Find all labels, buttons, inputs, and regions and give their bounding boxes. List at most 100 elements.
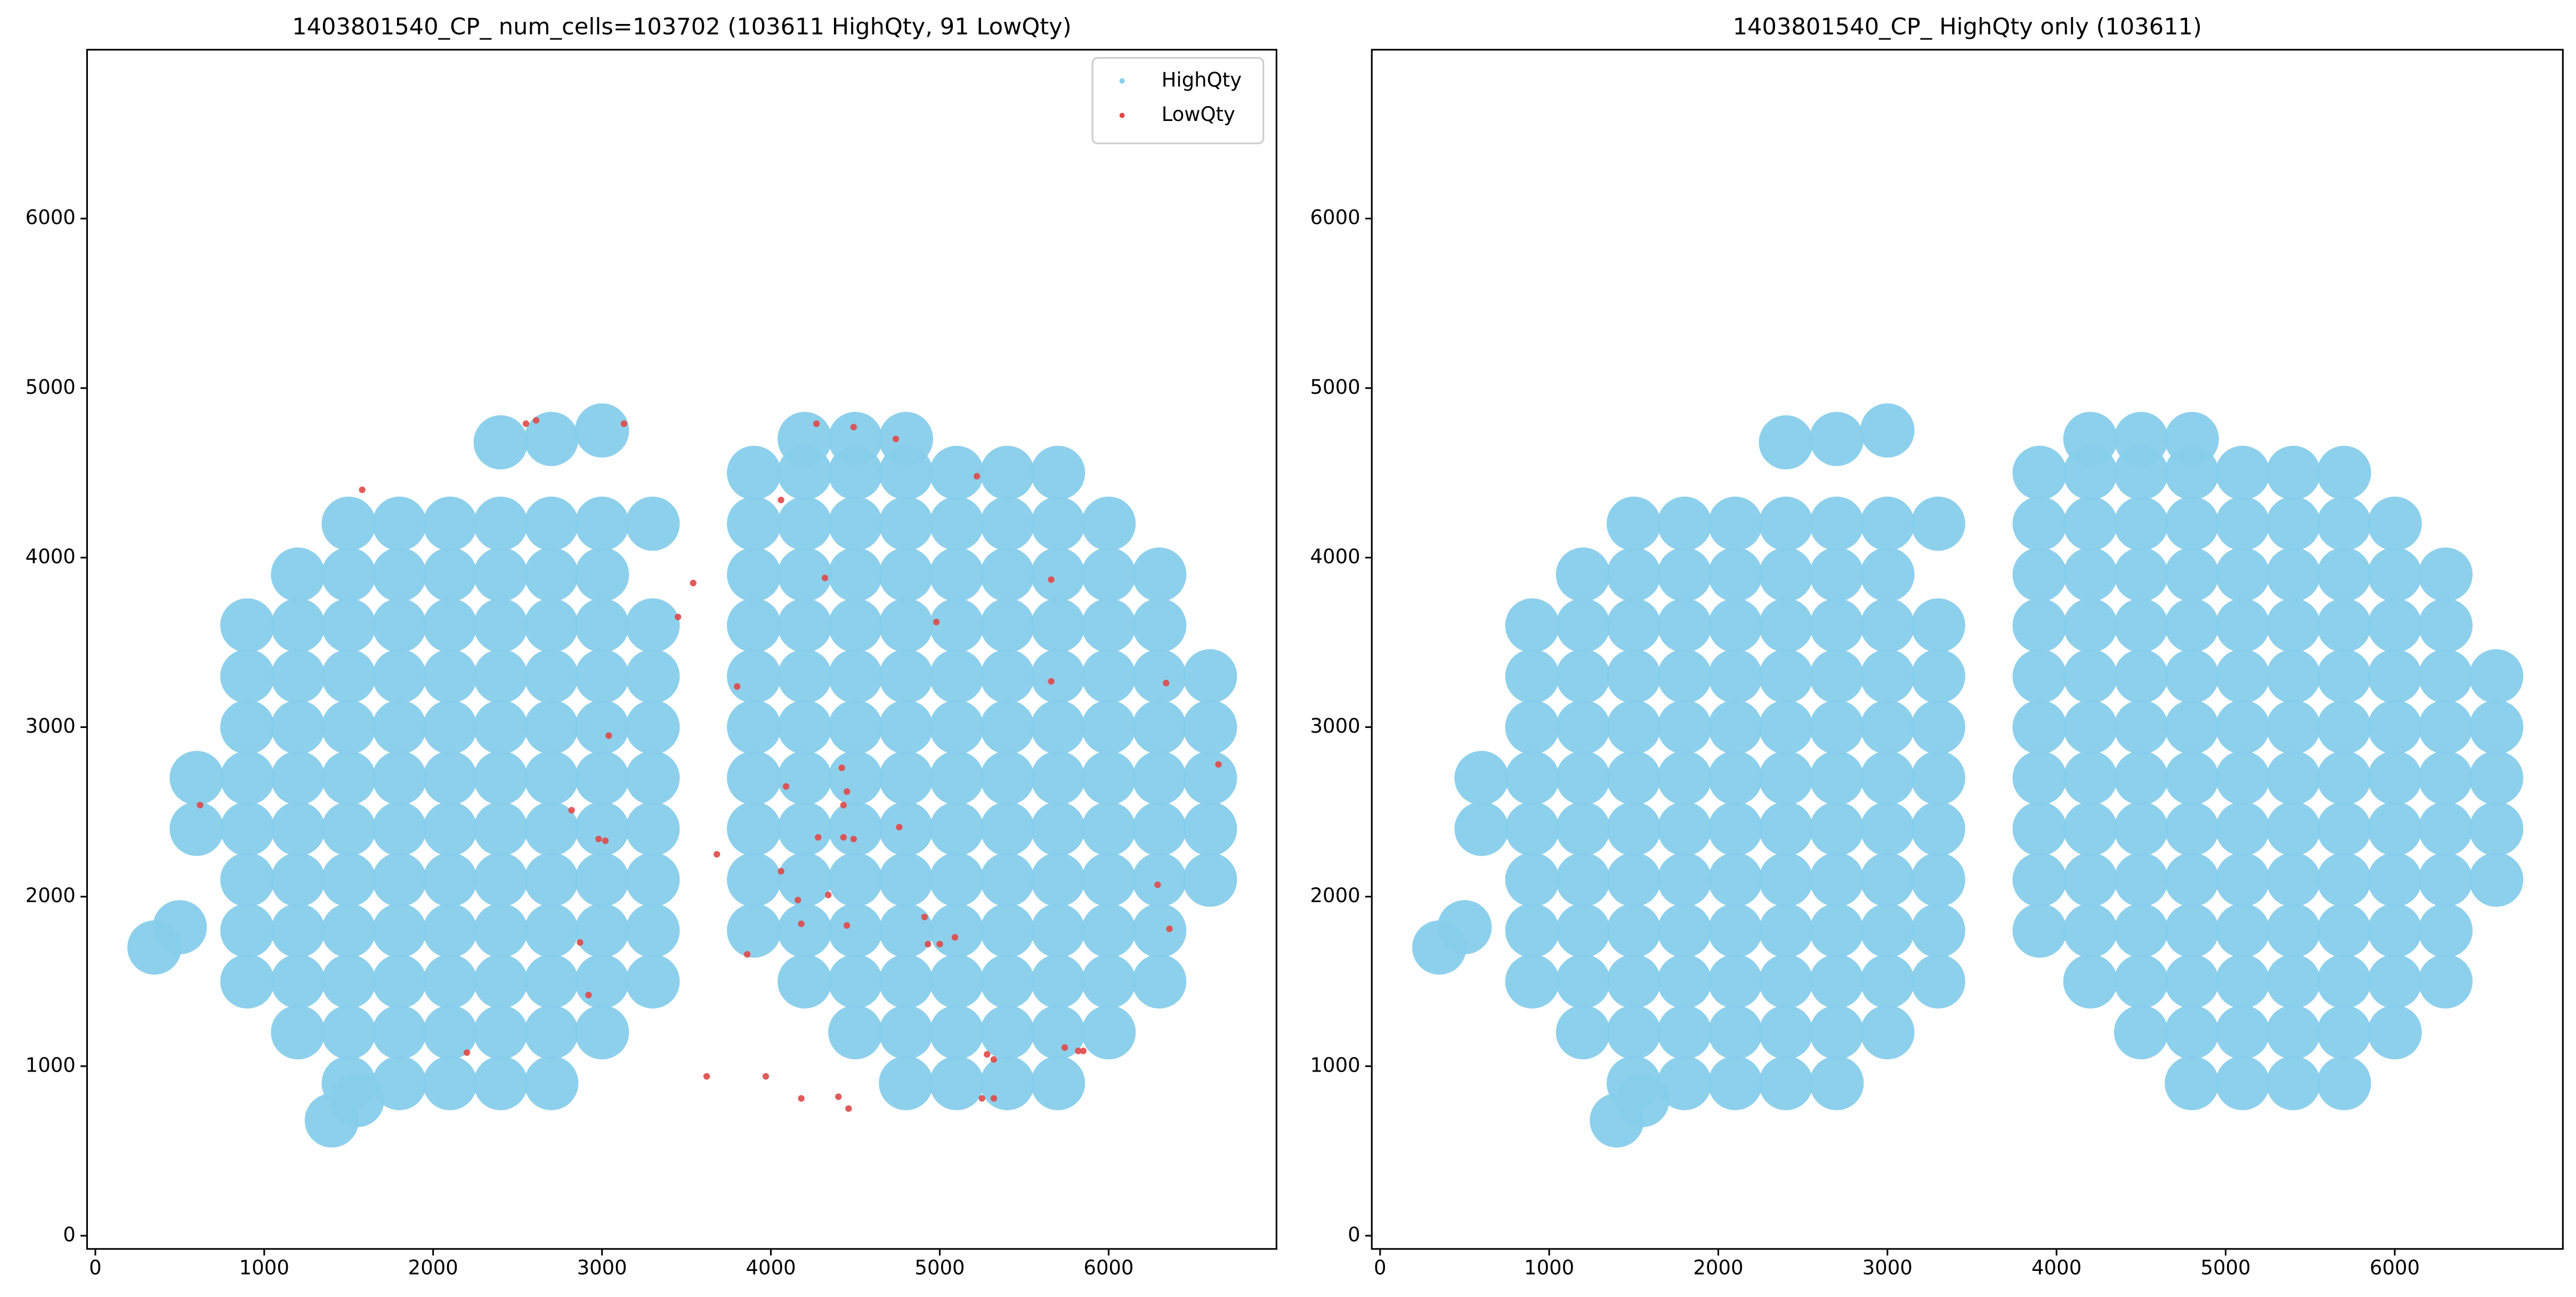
point <box>2063 903 2118 958</box>
point <box>1606 700 1661 755</box>
point <box>2012 496 2067 551</box>
point <box>1759 496 1813 551</box>
point <box>990 1095 998 1102</box>
point <box>835 1093 842 1100</box>
point <box>2012 649 2067 703</box>
point <box>2266 598 2321 653</box>
x-tick-label: 2000 <box>408 1256 458 1279</box>
point <box>625 751 680 805</box>
point <box>2316 700 2371 755</box>
point <box>2316 1005 2371 1060</box>
point <box>2316 649 2371 703</box>
point <box>777 751 832 805</box>
point <box>2316 954 2371 1009</box>
point <box>271 547 326 602</box>
point <box>1860 598 1915 653</box>
point <box>602 837 609 844</box>
point <box>321 598 376 653</box>
point <box>879 801 933 856</box>
point <box>974 473 981 480</box>
point <box>1809 411 1864 466</box>
point <box>2266 853 2321 907</box>
plot-frame <box>1371 48 2564 1250</box>
point <box>734 683 741 690</box>
point <box>625 801 680 856</box>
point <box>473 496 528 551</box>
point <box>1505 649 1560 703</box>
point <box>1809 1005 1864 1060</box>
point <box>524 700 579 755</box>
point <box>2215 445 2270 500</box>
point <box>524 903 579 958</box>
x-tick-label: 6000 <box>1083 1256 1133 1279</box>
point <box>1132 547 1187 602</box>
point <box>197 801 204 809</box>
point <box>1081 801 1136 856</box>
point <box>321 496 376 551</box>
point <box>2418 700 2473 755</box>
point <box>532 417 540 424</box>
point <box>1031 598 1086 653</box>
point <box>1031 496 1086 551</box>
point <box>271 649 326 703</box>
point <box>828 598 882 653</box>
point <box>1708 751 1763 805</box>
point <box>1031 801 1086 856</box>
point <box>372 853 427 907</box>
point <box>2215 496 2270 551</box>
point <box>372 954 427 1009</box>
point <box>1505 853 1560 907</box>
point <box>574 853 629 907</box>
point <box>727 598 781 653</box>
point <box>2418 598 2473 653</box>
point <box>1657 853 1712 907</box>
point <box>1606 496 1661 551</box>
point <box>271 801 326 856</box>
point <box>1132 649 1187 703</box>
point <box>929 1056 984 1110</box>
y-tick-label: 1000 <box>1310 1053 1360 1076</box>
point <box>321 649 376 703</box>
point <box>473 1005 528 1060</box>
point <box>1759 801 1813 856</box>
point <box>2266 801 2321 856</box>
x-tick-label: 0 <box>89 1256 102 1279</box>
point <box>1809 700 1864 755</box>
point <box>1606 853 1661 907</box>
point <box>271 853 326 907</box>
point <box>1657 903 1712 958</box>
point <box>1031 1056 1086 1110</box>
point <box>574 1005 629 1060</box>
point <box>1606 903 1661 958</box>
point <box>2418 547 2473 602</box>
point <box>220 700 275 755</box>
point <box>473 751 528 805</box>
point <box>879 547 933 602</box>
chart-panel: 1403801540_CP_ num_cells=103702 (103611 … <box>26 14 1277 1279</box>
point <box>980 1005 1035 1060</box>
x-tick-label: 3000 <box>577 1256 627 1279</box>
point <box>1657 954 1712 1009</box>
point <box>2469 700 2524 755</box>
point <box>1911 954 1965 1009</box>
point <box>220 649 275 703</box>
y-tick-label: 2000 <box>26 884 76 907</box>
y-tick-label: 6000 <box>26 206 76 229</box>
point <box>1759 1056 1813 1110</box>
point <box>813 420 820 427</box>
point <box>2012 598 2067 653</box>
point <box>1061 1044 1068 1051</box>
point <box>2266 751 2321 805</box>
y-tick-label: 3000 <box>1310 715 1360 737</box>
y-tick-label: 2000 <box>1310 884 1360 907</box>
point <box>777 649 832 703</box>
point <box>2113 411 2168 466</box>
point <box>625 954 680 1009</box>
point <box>2165 751 2219 805</box>
point <box>929 853 984 907</box>
point <box>524 1056 579 1110</box>
point <box>777 954 832 1009</box>
point <box>1031 1005 1086 1060</box>
point <box>423 649 477 703</box>
point <box>524 801 579 856</box>
